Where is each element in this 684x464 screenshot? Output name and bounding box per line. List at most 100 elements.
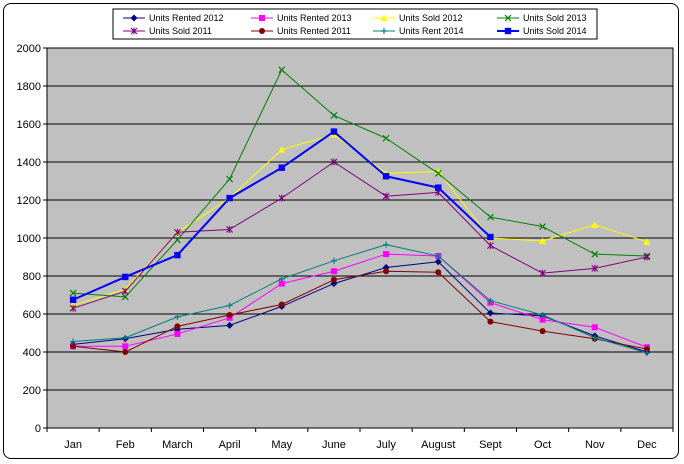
legend-swatch-marker (259, 15, 265, 21)
legend-swatch-marker (504, 14, 512, 22)
series-units-sold-2011 (69, 158, 651, 312)
y-tick-label: 0 (35, 423, 41, 435)
legend-box (112, 8, 598, 40)
series-units-rent-2014 (70, 241, 650, 356)
data-point (330, 276, 337, 283)
legend-swatch-marker (130, 14, 138, 22)
legend-item: Units Rented 2011 (251, 26, 351, 36)
data-point (591, 221, 599, 228)
data-point (69, 304, 77, 312)
legend-label: Units Sold 2012 (399, 13, 463, 23)
data-point (487, 297, 494, 304)
legend-item: Units Sold 2011 (123, 26, 212, 36)
x-tick-label: Oct (534, 439, 551, 451)
legend-label: Units Rented 2011 (277, 26, 351, 36)
series-line (73, 253, 648, 348)
grid-lines (47, 85, 673, 391)
legend-swatch-marker (130, 27, 138, 35)
legend: Units Rented 2012 Units Rented 2013 Units … (112, 8, 598, 40)
data-point (643, 349, 650, 356)
x-tick-label: Nov (585, 439, 605, 451)
data-point (591, 324, 598, 331)
data-point (226, 225, 233, 233)
data-point (591, 250, 599, 258)
x-tick-label: June (322, 439, 346, 451)
data-point (330, 268, 337, 275)
x-tick-label: Sept (479, 439, 502, 451)
legend-item: Units Rent 2014 (373, 26, 464, 36)
data-point (382, 173, 390, 180)
x-tick-label: July (376, 439, 396, 451)
x-tick-label: April (219, 439, 241, 451)
data-point (434, 258, 442, 266)
data-point (591, 334, 598, 341)
y-tick-label: 1800 (17, 81, 41, 93)
data-point (435, 184, 442, 191)
data-point (591, 264, 599, 272)
y-tick-label: 200 (23, 385, 41, 397)
data-point (121, 293, 129, 301)
data-point (226, 175, 234, 183)
legend-label: Units Sold 2011 (149, 26, 212, 36)
data-point (434, 169, 442, 177)
data-point (226, 194, 233, 202)
series-line (73, 69, 647, 298)
data-point (643, 253, 651, 261)
data-point (122, 343, 129, 350)
legend-label: Units Rent 2014 (399, 26, 464, 36)
x-tick-label: August (421, 439, 455, 451)
data-point (278, 66, 286, 74)
data-point (174, 323, 181, 330)
series-line (73, 270, 648, 353)
data-point (278, 194, 286, 202)
y-tick-label: 800 (23, 271, 41, 283)
legend-item: Units Rented 2013 (251, 13, 352, 23)
data-point (330, 112, 338, 119)
x-tick-label: Dec (637, 439, 657, 451)
data-point (539, 328, 546, 335)
y-tick-label: 1000 (17, 233, 41, 245)
legend-item: Units Sold 2014 (497, 26, 587, 36)
data-point (486, 309, 494, 317)
legend-swatch-marker (381, 28, 387, 34)
legend-label: Units Rented 2013 (277, 13, 352, 23)
data-point (173, 236, 181, 244)
x-tick-label: Feb (116, 439, 135, 451)
legend-swatch-marker (259, 28, 265, 34)
data-point (174, 313, 181, 320)
data-point (383, 268, 390, 275)
data-point (539, 223, 547, 231)
data-point (539, 237, 547, 244)
data-point (486, 213, 494, 221)
data-point (122, 334, 129, 341)
y-tick-label: 400 (23, 347, 41, 359)
data-point (330, 257, 337, 264)
data-point (435, 269, 442, 276)
data-point (330, 158, 338, 166)
series-units-sold-2013 (69, 66, 651, 301)
data-point (278, 164, 285, 171)
data-point (278, 275, 285, 282)
data-point (487, 233, 494, 241)
y-tick-label: 1200 (17, 195, 41, 207)
data-point (382, 192, 390, 200)
data-point (226, 311, 233, 318)
data-point (278, 301, 285, 308)
data-point (174, 251, 181, 259)
legend-item: Units Sold 2013 (497, 13, 587, 23)
data-point (278, 146, 286, 153)
data-point (539, 316, 546, 323)
legend-label: Units Rented 2012 (149, 13, 224, 23)
y-axis-ticks: 0 200 400 600 800 1000 1200 1400 1600 1800 2000 (17, 43, 47, 435)
legend-swatch-marker (380, 14, 388, 21)
data-point (70, 343, 77, 350)
data-point (226, 302, 233, 309)
data-point (278, 280, 285, 287)
x-tick-label: May (271, 439, 292, 451)
x-tick-label: March (162, 439, 193, 451)
data-point (487, 318, 494, 325)
data-point (69, 289, 77, 297)
series-line (73, 244, 648, 354)
legend-item: Units Rented 2012 (123, 13, 224, 23)
y-tick-label: 1600 (17, 119, 41, 131)
